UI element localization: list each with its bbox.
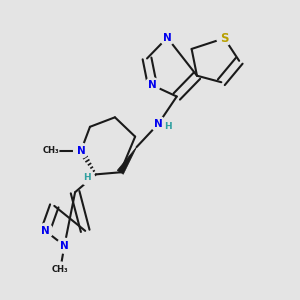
Text: N: N xyxy=(77,146,85,156)
Text: H: H xyxy=(164,122,172,131)
Text: N: N xyxy=(154,119,163,129)
Text: N: N xyxy=(60,241,69,251)
Text: CH₃: CH₃ xyxy=(43,146,60,155)
Circle shape xyxy=(217,31,232,46)
Circle shape xyxy=(160,30,175,45)
Text: N: N xyxy=(148,80,157,90)
Circle shape xyxy=(38,224,53,238)
Circle shape xyxy=(44,143,59,158)
Text: N: N xyxy=(163,33,172,43)
Text: N: N xyxy=(41,226,50,236)
Text: S: S xyxy=(220,32,229,45)
Circle shape xyxy=(80,170,94,185)
Polygon shape xyxy=(117,147,136,174)
Text: H: H xyxy=(83,173,91,182)
Circle shape xyxy=(57,238,72,253)
Text: CH₃: CH₃ xyxy=(52,265,69,274)
Circle shape xyxy=(160,119,175,134)
Circle shape xyxy=(74,143,88,158)
Circle shape xyxy=(151,116,166,131)
Circle shape xyxy=(53,262,68,277)
Circle shape xyxy=(145,78,160,93)
